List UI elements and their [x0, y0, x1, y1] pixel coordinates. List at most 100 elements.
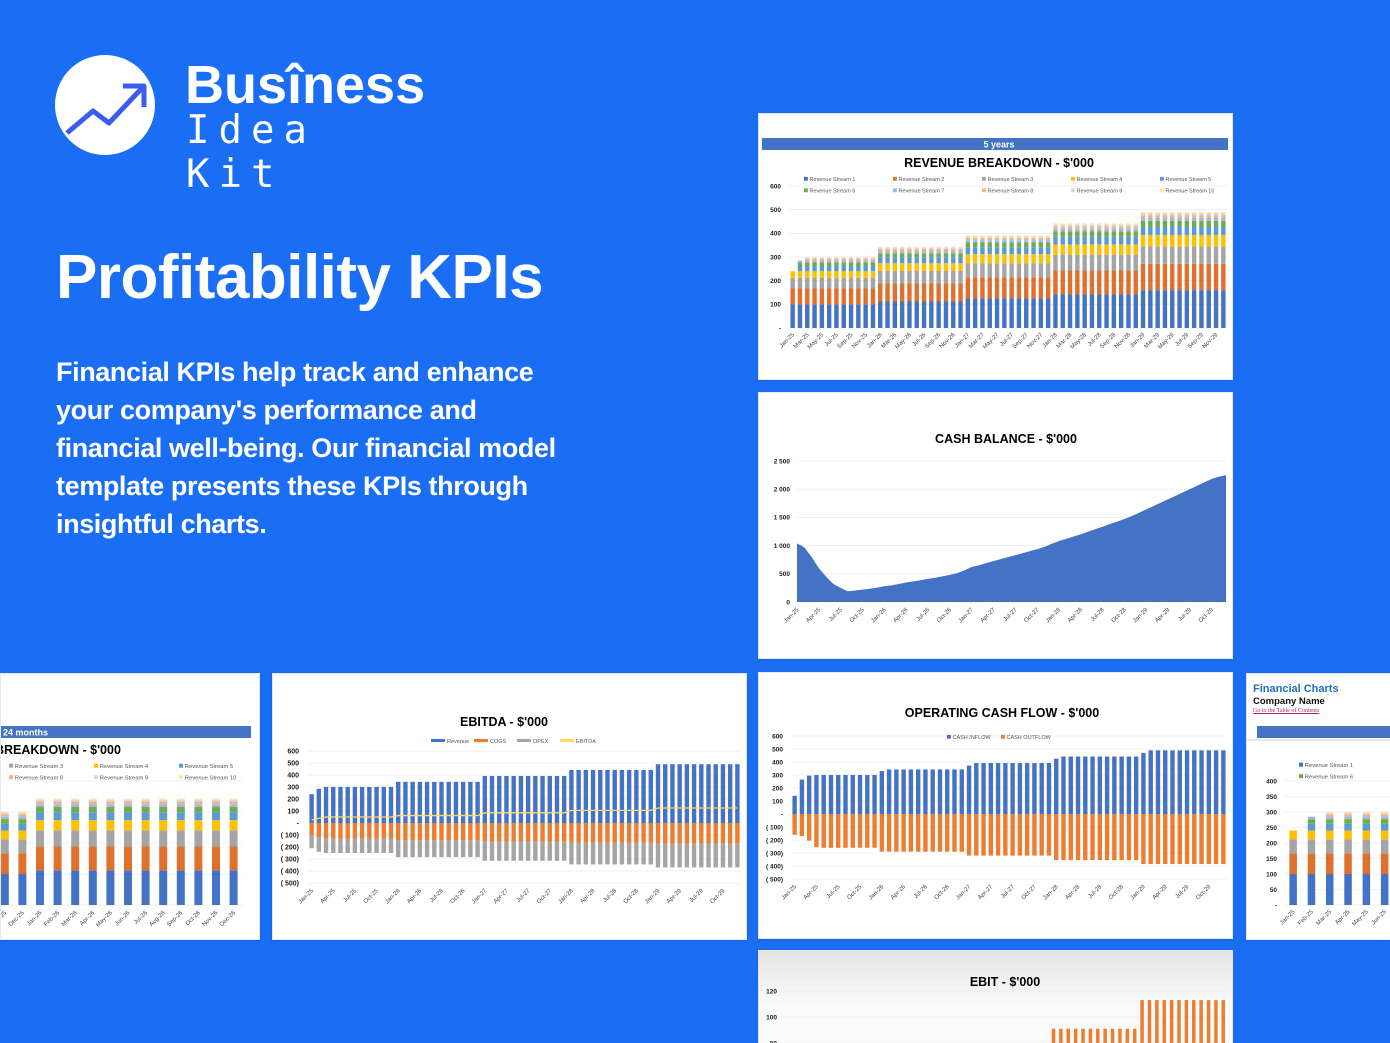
- x-tick-label: Nov-25: [1, 910, 9, 928]
- bar-segment: [1111, 236, 1117, 245]
- x-tick-label: Oct-26: [934, 884, 951, 901]
- bar-segment: [1206, 234, 1211, 247]
- bar-segment: [124, 812, 132, 821]
- bar-segment: [1118, 270, 1124, 295]
- bar-segment: [848, 258, 854, 261]
- bar-segment: [936, 253, 941, 258]
- bar-segment: [987, 277, 992, 299]
- bar-segment: [1326, 814, 1334, 817]
- bar-segment: [994, 237, 1000, 241]
- bar-segment: [497, 841, 502, 861]
- bar-segment: [475, 781, 480, 823]
- bar-segment: [1046, 814, 1052, 856]
- bar-segment: [1170, 234, 1175, 247]
- bar-segment: [936, 247, 941, 249]
- x-tick-label: Jul-27: [516, 888, 532, 904]
- bar-segment: [1045, 277, 1051, 299]
- bar-segment: [212, 801, 220, 805]
- bar-segment: [923, 814, 928, 852]
- legend-swatch: [982, 188, 986, 193]
- bar-segment: [1126, 756, 1132, 814]
- bar-segment: [812, 288, 817, 305]
- bar-segment: [995, 763, 1001, 814]
- bar-segment: [18, 839, 27, 854]
- bar-segment: [819, 288, 825, 305]
- bar-segment: [1009, 237, 1014, 241]
- bar-segment: [1, 823, 9, 831]
- bar-segment: [987, 242, 992, 248]
- bar-segment: [561, 841, 567, 861]
- bar-segment: [229, 798, 238, 800]
- table-of-contents-link[interactable]: Go to the Table of Contents: [1253, 708, 1320, 714]
- bar-segment: [1362, 839, 1371, 854]
- bar-segment: [892, 257, 898, 264]
- bar-segment: [367, 823, 372, 839]
- bar-segment: [1, 839, 9, 854]
- bar-segment: [1038, 237, 1044, 241]
- bar-segment: [797, 304, 803, 328]
- bar-segment: [1126, 223, 1131, 225]
- bar-segment: [1104, 226, 1109, 229]
- y-tick-label: 350: [1266, 794, 1277, 801]
- bar-segment: [1010, 814, 1015, 856]
- bar-segment: [870, 262, 876, 266]
- bar-segment: [987, 263, 992, 278]
- bar-segment: [1221, 246, 1226, 264]
- cash-balance-area: [797, 475, 1226, 602]
- bar-segment: [1083, 756, 1088, 814]
- bar-segment: [720, 843, 726, 868]
- x-tick-label: Jul-29: [1177, 607, 1193, 623]
- y-tick-label: 300: [287, 784, 299, 791]
- ebit-bar: [1110, 1028, 1115, 1043]
- bar-segment: [994, 263, 1000, 278]
- x-tick-label: Jun-26: [114, 910, 132, 928]
- x-tick-label: Dec-25: [8, 910, 26, 928]
- bar-segment: [988, 763, 994, 814]
- bar-segment: [988, 814, 994, 856]
- bar-segment: [1155, 226, 1160, 235]
- bar-segment: [1133, 756, 1139, 814]
- bar-segment: [812, 258, 817, 261]
- x-tick-label: Dec-26: [219, 910, 237, 928]
- bar-segment: [699, 843, 704, 868]
- bar-segment: [921, 251, 927, 254]
- bar-segment: [124, 846, 132, 871]
- bar-segment: [1289, 830, 1297, 840]
- x-tick-label: Apr-25: [320, 888, 337, 905]
- bar-segment: [677, 843, 682, 868]
- legend-label: Revenue Stream 6: [1305, 775, 1353, 781]
- bar-segment: [856, 271, 861, 278]
- bar-segment: [1221, 290, 1226, 328]
- bar-segment: [805, 257, 810, 259]
- ebit-bar: [1081, 1028, 1085, 1043]
- bar-segment: [1213, 220, 1219, 227]
- bar-segment: [1053, 270, 1058, 295]
- bar-segment: [141, 870, 150, 905]
- bar-segment: [1162, 263, 1168, 291]
- bar-segment: [1133, 223, 1138, 225]
- bar-segment: [677, 764, 682, 823]
- bar-segment: [53, 804, 62, 808]
- bar-segment: [691, 823, 697, 844]
- bar-segment: [958, 263, 963, 271]
- bar-segment: [1221, 212, 1226, 213]
- x-tick-label: Apr-25: [805, 607, 822, 624]
- x-tick-label: Apr-28: [579, 888, 596, 905]
- bar-segment: [899, 270, 905, 284]
- legend-swatch: [431, 739, 445, 742]
- bar-segment: [1221, 212, 1226, 216]
- bar-segment: [626, 823, 632, 843]
- bar-segment: [482, 841, 488, 861]
- bar-segment: [870, 265, 876, 272]
- bar-segment: [958, 301, 963, 328]
- bar-segment: [914, 257, 919, 264]
- bar-segment: [870, 256, 876, 258]
- bar-segment: [972, 254, 978, 264]
- bar-segment: [713, 843, 718, 868]
- bar-segment: [1213, 215, 1219, 218]
- bar-segment: [826, 260, 832, 263]
- x-tick-label: Mar-25: [1315, 909, 1333, 927]
- bar-segment: [790, 304, 795, 328]
- bar-segment: [1089, 226, 1095, 229]
- bar-segment: [872, 775, 877, 814]
